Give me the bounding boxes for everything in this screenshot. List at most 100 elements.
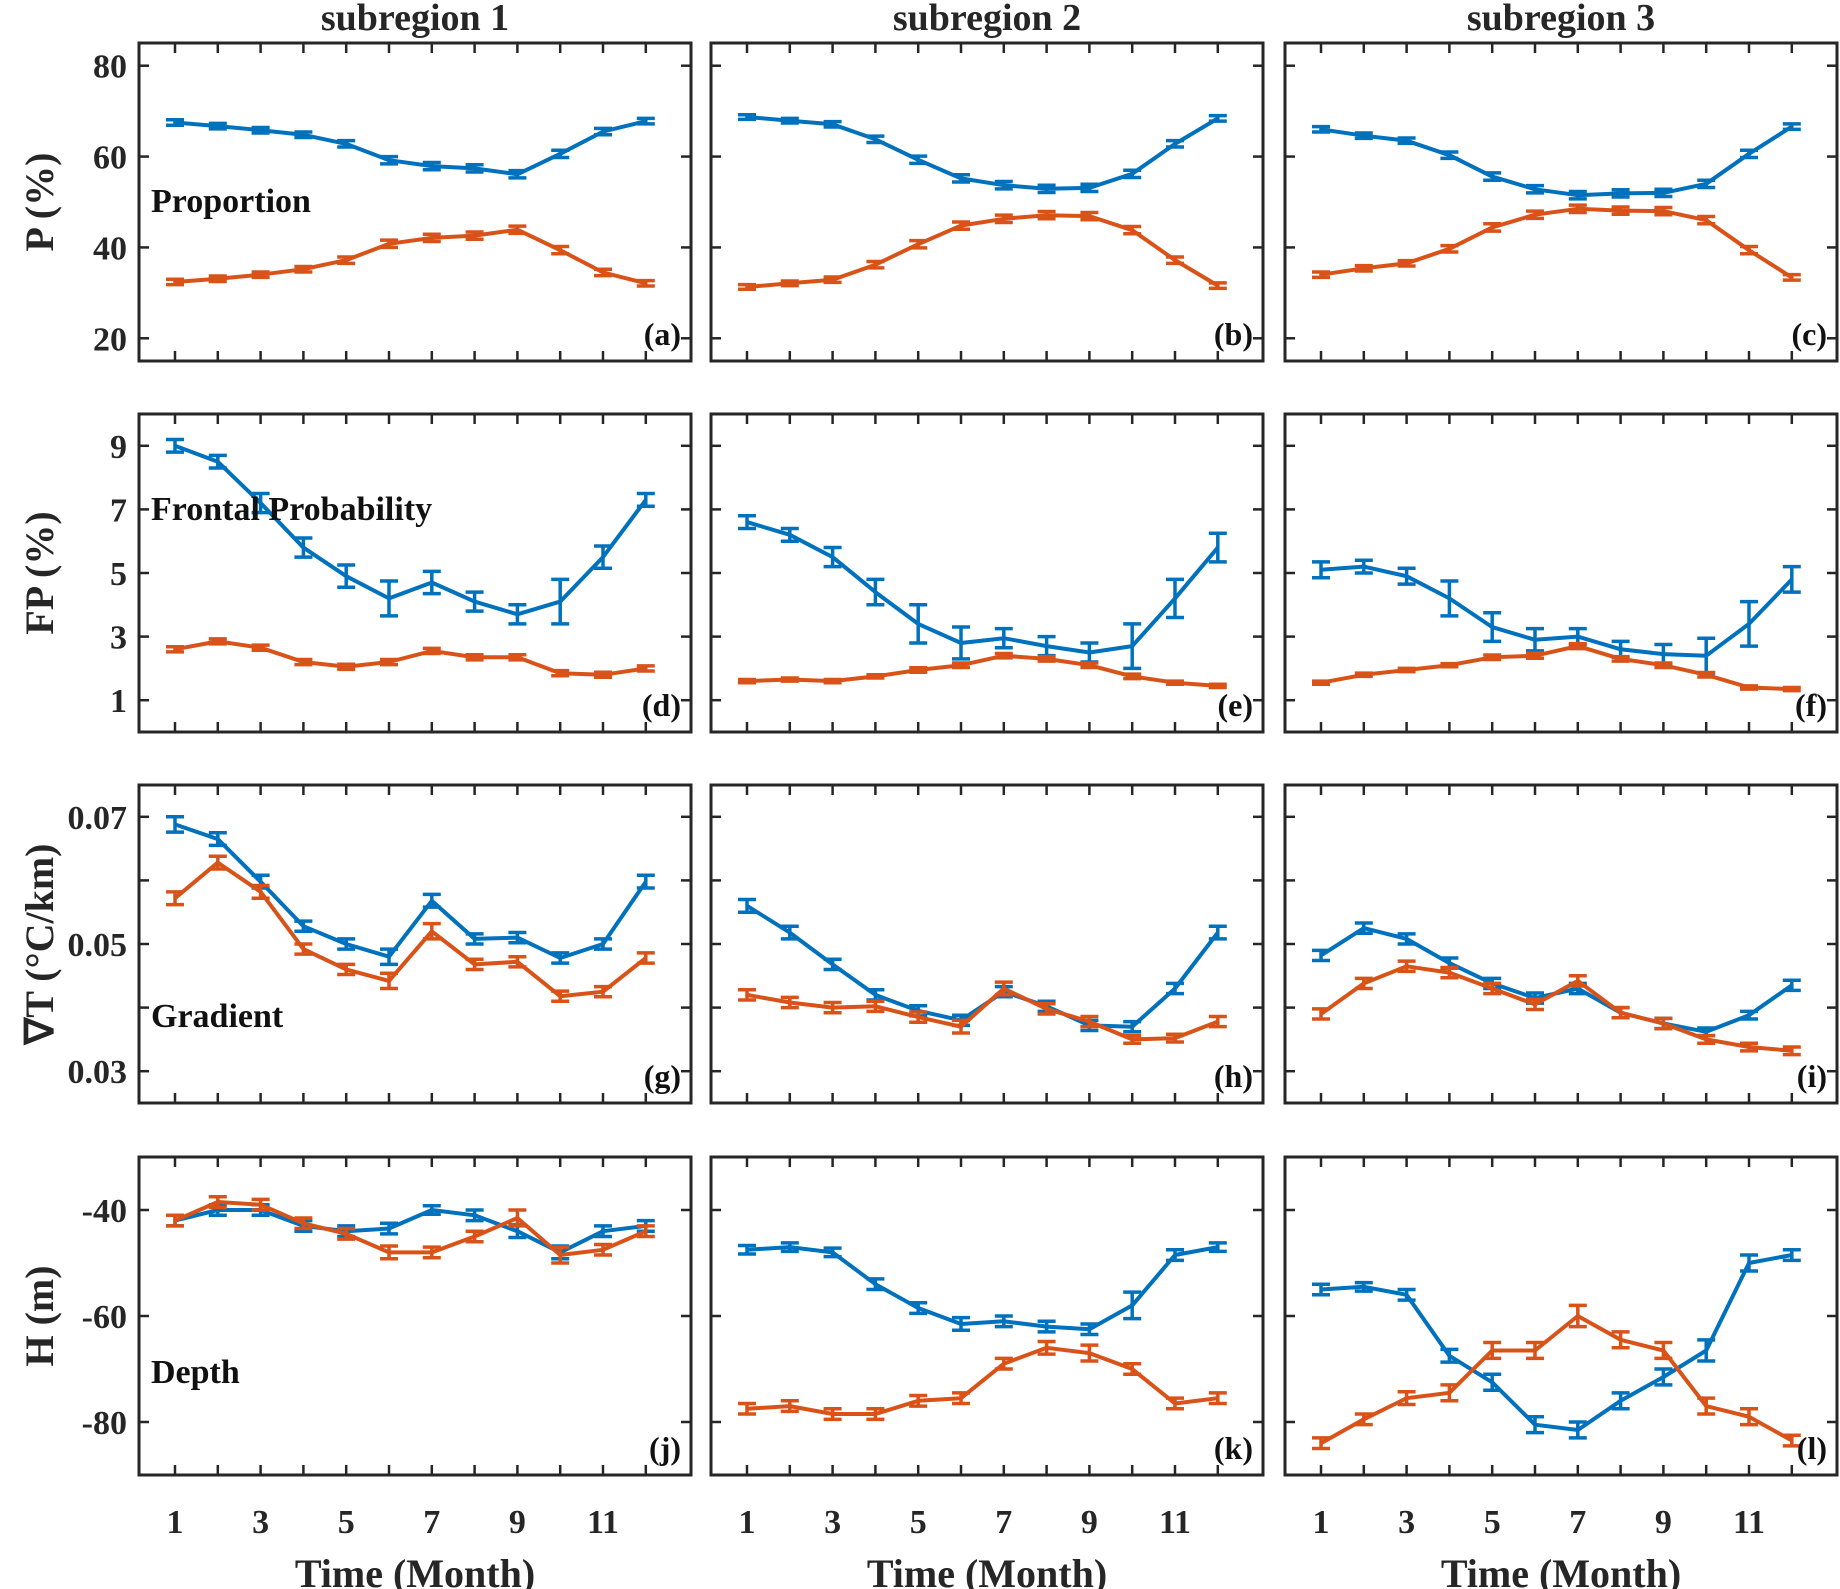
x-axis-label: Time (Month) bbox=[867, 1551, 1107, 1589]
x-tick-label: 7 bbox=[423, 1504, 440, 1541]
axes-frame bbox=[1283, 1155, 1839, 1477]
y-tick-label: 40 bbox=[93, 230, 127, 267]
y-axis-label: H (m) bbox=[17, 1265, 62, 1366]
panel: 1 3 5 7 9 11 Time (Month) (l) bbox=[1283, 1155, 1839, 1589]
axes-frame bbox=[137, 41, 693, 363]
series-line-blue bbox=[174, 822, 648, 960]
y-tick-label: 0.07 bbox=[68, 800, 128, 837]
x-tick-label: 1 bbox=[739, 1504, 756, 1541]
row-annotation: Frontal Probability bbox=[151, 491, 432, 528]
series-line-blue bbox=[746, 1245, 1219, 1332]
axes-frame bbox=[1283, 412, 1839, 734]
axes-frame bbox=[709, 1155, 1265, 1477]
y-axis-label: ∇T (°C/km) bbox=[17, 844, 62, 1047]
series-line-blue bbox=[174, 443, 648, 617]
series-line-orange bbox=[746, 653, 1218, 688]
x-axis-label: Time (Month) bbox=[295, 1551, 535, 1589]
panel-label: (l) bbox=[1797, 1430, 1827, 1466]
y-tick-label: 60 bbox=[93, 140, 127, 177]
axes-frame bbox=[137, 1155, 693, 1477]
series-line-blue bbox=[1320, 564, 1794, 658]
y-tick-label: 0.05 bbox=[68, 927, 128, 964]
x-tick-label: 11 bbox=[1159, 1504, 1191, 1541]
x-tick-label: 7 bbox=[1569, 1504, 1586, 1541]
panel-label: (h) bbox=[1214, 1058, 1253, 1094]
series-line-orange bbox=[746, 213, 1219, 289]
x-tick-label: 1 bbox=[1313, 1504, 1330, 1541]
panel-label: (d) bbox=[642, 687, 681, 723]
panel: (e) bbox=[709, 412, 1265, 734]
panel: 0.03 0.05 0.07 (g) Gradient bbox=[68, 783, 693, 1105]
x-tick-label: 1 bbox=[167, 1504, 184, 1541]
axes-frame bbox=[137, 412, 693, 734]
x-tick-label: 7 bbox=[995, 1504, 1012, 1541]
x-axis-label: Time (Month) bbox=[1441, 1551, 1681, 1589]
row-annotation: Proportion bbox=[151, 183, 311, 220]
series-line-blue bbox=[746, 520, 1220, 655]
y-tick-label: 5 bbox=[110, 556, 127, 593]
panel-label: (c) bbox=[1791, 316, 1827, 352]
y-tick-label: 9 bbox=[110, 429, 127, 466]
panel-label: (e) bbox=[1217, 687, 1253, 723]
panel-label: (j) bbox=[649, 1430, 681, 1466]
y-tick-label: 3 bbox=[110, 620, 127, 657]
column-title: subregion 1 bbox=[321, 0, 509, 39]
y-tick-label: 0.03 bbox=[68, 1054, 128, 1091]
axes-frame bbox=[709, 783, 1265, 1105]
series-line-blue bbox=[174, 1208, 647, 1255]
series-line-blue bbox=[1319, 926, 1793, 1034]
series-line-blue bbox=[174, 119, 647, 177]
x-tick-label: 5 bbox=[910, 1504, 927, 1541]
y-axis-label: P (%) bbox=[17, 153, 62, 252]
series-line-orange bbox=[174, 1200, 647, 1257]
x-tick-label: 11 bbox=[587, 1504, 619, 1541]
panel: (i) bbox=[1283, 783, 1839, 1105]
axes-frame bbox=[709, 412, 1265, 734]
x-tick-label: 9 bbox=[1655, 1504, 1672, 1541]
y-tick-label: -40 bbox=[82, 1193, 127, 1230]
x-tick-label: 5 bbox=[1484, 1504, 1501, 1541]
series-line-orange bbox=[746, 986, 1219, 1042]
series-line-orange bbox=[1319, 964, 1792, 1053]
panel: (f) bbox=[1283, 412, 1839, 734]
series-line-orange bbox=[174, 639, 647, 677]
panel: (b) bbox=[709, 41, 1265, 363]
y-tick-label: 80 bbox=[93, 49, 127, 86]
y-tick-label: 1 bbox=[110, 683, 127, 720]
panel: 1 3 5 7 9 (d) Frontal Probability bbox=[110, 412, 693, 734]
y-axis-label: FP (%) bbox=[17, 511, 62, 634]
series-line-orange bbox=[1320, 206, 1793, 280]
axes-frame bbox=[137, 783, 693, 1105]
panel-label: (f) bbox=[1795, 687, 1827, 723]
panel-label: (i) bbox=[1797, 1058, 1827, 1094]
x-tick-label: 11 bbox=[1733, 1504, 1765, 1541]
series-line-orange bbox=[174, 227, 647, 286]
panel: 1 3 5 7 9 11 Time (Month) (k) bbox=[709, 1155, 1265, 1589]
axes-frame bbox=[1283, 41, 1839, 363]
row-annotation: Depth bbox=[151, 1354, 240, 1391]
axes-frame bbox=[709, 41, 1265, 363]
x-tick-label: 9 bbox=[509, 1504, 526, 1541]
y-tick-label: -60 bbox=[82, 1299, 127, 1336]
series-line-blue bbox=[1320, 1253, 1793, 1432]
x-tick-label: 5 bbox=[338, 1504, 355, 1541]
panel-label: (k) bbox=[1214, 1430, 1253, 1466]
series-line-blue bbox=[746, 115, 1219, 191]
series-line-orange bbox=[746, 1345, 1219, 1416]
series-line-orange bbox=[1320, 1314, 1793, 1445]
x-tick-label: 9 bbox=[1081, 1504, 1098, 1541]
column-title: subregion 3 bbox=[1467, 0, 1655, 39]
panel-label: (a) bbox=[644, 316, 681, 352]
row-annotation: Gradient bbox=[151, 998, 284, 1035]
panel: -80 -60 -40 1 3 5 7 9 11 Time (Month) (j) Depth bbox=[82, 1155, 693, 1589]
axes-frame bbox=[1283, 783, 1839, 1105]
panel-label: (g) bbox=[644, 1058, 681, 1094]
x-tick-label: 3 bbox=[824, 1504, 841, 1541]
panel: (h) bbox=[709, 783, 1265, 1105]
panel: 20 40 60 80 (a) Proportion bbox=[93, 41, 693, 363]
y-tick-label: 7 bbox=[110, 492, 127, 529]
panel: (c) bbox=[1283, 41, 1839, 363]
panel-label: (b) bbox=[1214, 316, 1253, 352]
series-line-blue bbox=[1320, 124, 1793, 198]
